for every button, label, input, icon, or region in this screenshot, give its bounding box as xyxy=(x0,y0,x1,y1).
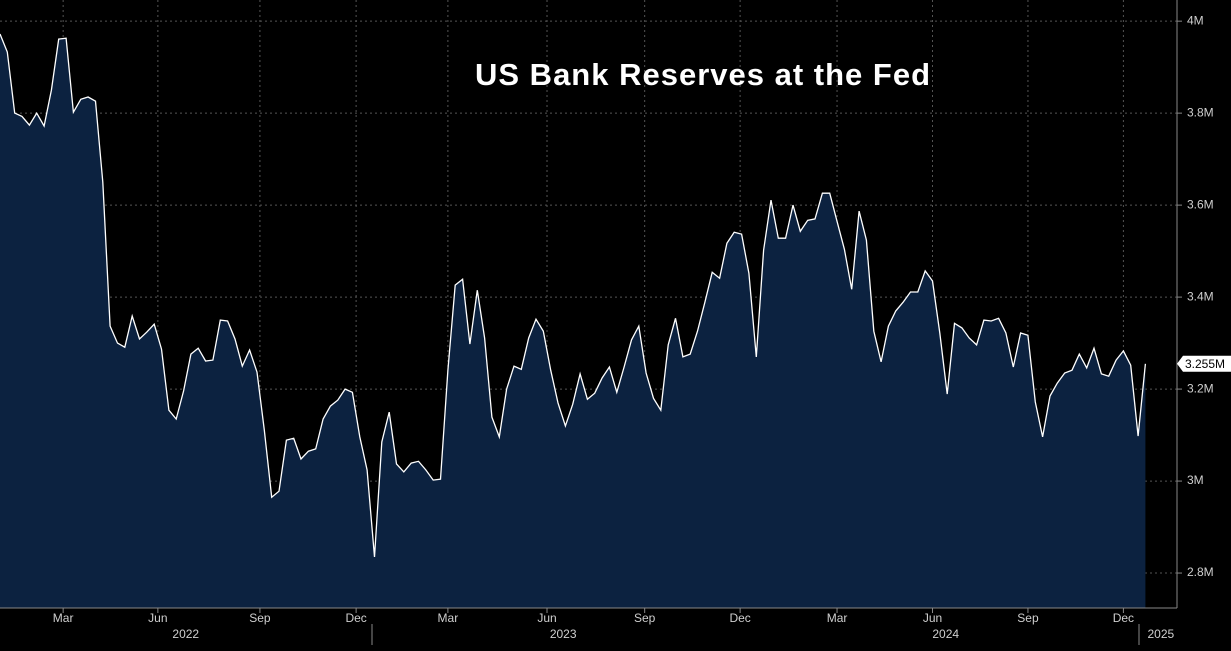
line xyxy=(0,33,1147,558)
x-tick-label: Mar xyxy=(53,611,74,625)
x-tick-label: Dec xyxy=(1113,611,1134,625)
y-tick-label: 3M xyxy=(1187,473,1204,487)
area xyxy=(0,34,1146,608)
chart-title: US Bank Reserves at the Fed xyxy=(475,57,931,92)
x-tick-label: Jun xyxy=(537,611,556,625)
x-tick-label: Mar xyxy=(438,611,459,625)
year-label: 2023 xyxy=(550,627,577,641)
x-tick-label: Jun xyxy=(148,611,167,625)
x-tick-label: Sep xyxy=(1017,611,1039,625)
y-tick-label: 3.4M xyxy=(1187,289,1214,303)
x-tick-label: Dec xyxy=(345,611,366,625)
x-tick-label: Jun xyxy=(923,611,942,625)
x-tick-label: Mar xyxy=(827,611,848,625)
y-tick-label: 3.8M xyxy=(1187,105,1214,119)
value-tag-label: 3.255M xyxy=(1185,357,1225,371)
y-tick-label: 4M xyxy=(1187,13,1204,27)
y-tick-label: 3.6M xyxy=(1187,197,1214,211)
x-tick-label: Dec xyxy=(729,611,750,625)
year-label: 2025 xyxy=(1147,627,1174,641)
x-tick-label: Sep xyxy=(249,611,271,625)
x-tick-label: Sep xyxy=(634,611,656,625)
y-tick-label: 3.2M xyxy=(1187,381,1214,395)
year-label: 2024 xyxy=(932,627,959,641)
y-tick-label: 2.8M xyxy=(1187,565,1214,579)
plot xyxy=(0,33,1147,608)
axes: 2.8M 3M 3.2M 3.4M 3.6M 3.8M 4M Mar Jun Sep Dec Mar J… xyxy=(53,13,1231,641)
value-tag xyxy=(1177,355,1231,372)
year-label: 2022 xyxy=(172,627,199,641)
